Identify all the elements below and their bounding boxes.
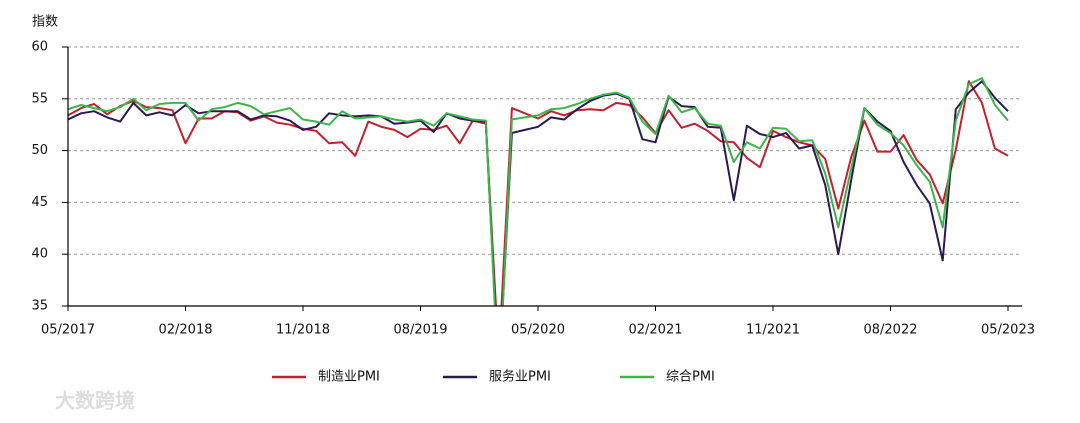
legend-label: 综合PMI xyxy=(666,370,715,385)
y-tick-label: 60 xyxy=(31,40,48,55)
legend-label: 制造业PMI xyxy=(318,370,380,385)
legend: 制造业PMI 服务业PMI 综合PMI xyxy=(272,369,715,385)
x-tick-label: 11/2021 xyxy=(746,323,800,338)
plot-area xyxy=(68,77,1009,306)
x-tick-label: 08/2019 xyxy=(393,323,447,338)
y-tick-label: 50 xyxy=(31,143,48,158)
grid xyxy=(68,46,1020,255)
y-tick-label: 40 xyxy=(31,247,48,262)
series-line xyxy=(68,80,1009,306)
x-tick-label: 08/2022 xyxy=(863,323,917,338)
x-tick-label: 05/2023 xyxy=(981,323,1035,338)
y-tick-label: 55 xyxy=(31,91,48,106)
x-tick-label: 05/2017 xyxy=(41,323,95,338)
y-tick-label: 45 xyxy=(31,195,48,210)
series-line xyxy=(68,80,1009,306)
y-axis-title: 指数 xyxy=(32,15,58,30)
x-tick-label: 02/2018 xyxy=(158,323,212,338)
watermark: 大数跨境 xyxy=(55,389,135,413)
legend-label: 服务业PMI xyxy=(489,369,551,385)
x-tick-label: 11/2018 xyxy=(276,323,330,338)
y-tick-label: 35 xyxy=(31,299,48,314)
x-tick-label: 05/2020 xyxy=(511,323,565,338)
series-line xyxy=(68,77,1009,306)
x-tick-label: 02/2021 xyxy=(628,323,682,338)
